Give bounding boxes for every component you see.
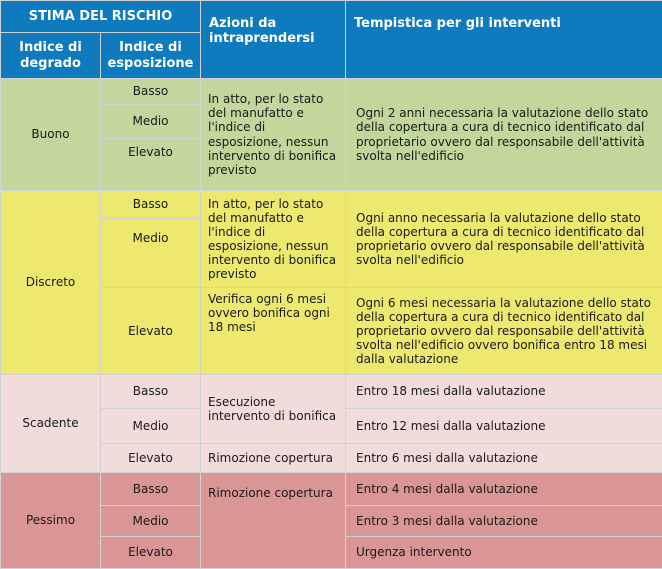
cell-azione-scadente-basso-medio: Esecuzione intervento di bonifica — [201, 375, 346, 444]
cell-azione-pessimo: Rimozione copertura — [201, 473, 346, 569]
cell-esposizione-scadente-medio: Medio — [101, 409, 201, 444]
cell-azione-discreto-elevato: Verifica ogni 6 mesi ovvero bonifica ogn… — [201, 288, 346, 375]
row-buono-basso: Buono Basso In atto, per lo stato del ma… — [1, 79, 662, 105]
cell-tempistica-scadente-elevato: Entro 6 mesi dalla valutazione — [346, 444, 662, 473]
cell-esposizione-buono-medio: Medio — [101, 105, 201, 139]
cell-degrado-pessimo: Pessimo — [1, 473, 101, 569]
cell-esposizione-scadente-elevato: Elevato — [101, 444, 201, 473]
cell-esposizione-pessimo-basso: Basso — [101, 473, 201, 506]
cell-tempistica-pessimo-medio: Entro 3 mesi dalla valutazione — [346, 506, 662, 537]
row-discreto-elevato: Elevato Verifica ogni 6 mesi ovvero boni… — [1, 288, 662, 375]
cell-azione-scadente-elevato: Rimozione copertura — [201, 444, 346, 473]
header-tempistica-interventi: Tempistica per gli interventi — [346, 1, 662, 79]
cell-esposizione-buono-basso: Basso — [101, 79, 201, 105]
header-indice-di-esposizione: Indice di esposizione — [101, 33, 201, 79]
cell-tempistica-buono: Ogni 2 anni necessaria la valutazione de… — [346, 79, 662, 191]
cell-azione-discreto-basso-medio: In atto, per lo stato del manufatto e l'… — [201, 191, 346, 288]
cell-esposizione-scadente-basso: Basso — [101, 375, 201, 409]
row-scadente-basso: Scadente Basso Esecuzione intervento di … — [1, 375, 662, 409]
header-stima-del-rischio: STIMA DEL RISCHIO — [1, 1, 201, 33]
header-azioni-da-intraprendersi: Azioni da intraprendersi — [201, 1, 346, 79]
cell-degrado-buono: Buono — [1, 79, 101, 191]
header-row-top: STIMA DEL RISCHIO Azioni da intraprender… — [1, 1, 662, 33]
cell-esposizione-discreto-elevato: Elevato — [101, 288, 201, 375]
cell-esposizione-discreto-basso: Basso — [101, 191, 201, 219]
cell-degrado-discreto: Discreto — [1, 191, 101, 375]
cell-esposizione-buono-elevato: Elevato — [101, 139, 201, 191]
cell-degrado-scadente: Scadente — [1, 375, 101, 473]
row-discreto-basso: Discreto Basso In atto, per lo stato del… — [1, 191, 662, 219]
row-scadente-elevato: Elevato Rimozione copertura Entro 6 mesi… — [1, 444, 662, 473]
cell-tempistica-discreto-basso-medio: Ogni anno necessaria la valutazione dell… — [346, 191, 662, 288]
cell-esposizione-pessimo-elevato: Elevato — [101, 537, 201, 569]
cell-tempistica-pessimo-basso: Entro 4 mesi dalla valutazione — [346, 473, 662, 506]
cell-esposizione-pessimo-medio: Medio — [101, 506, 201, 537]
cell-azione-buono: In atto, per lo stato del manufatto e l'… — [201, 79, 346, 191]
cell-tempistica-scadente-basso: Entro 18 mesi dalla valutazione — [346, 375, 662, 409]
cell-tempistica-pessimo-elevato: Urgenza intervento — [346, 537, 662, 569]
row-pessimo-basso: Pessimo Basso Rimozione copertura Entro … — [1, 473, 662, 506]
cell-tempistica-scadente-medio: Entro 12 mesi dalla valutazione — [346, 409, 662, 444]
header-indice-di-degrado: Indice di degrado — [1, 33, 101, 79]
cell-esposizione-discreto-medio: Medio — [101, 219, 201, 288]
cell-tempistica-discreto-elevato: Ogni 6 mesi necessaria la valutazione de… — [346, 288, 662, 375]
